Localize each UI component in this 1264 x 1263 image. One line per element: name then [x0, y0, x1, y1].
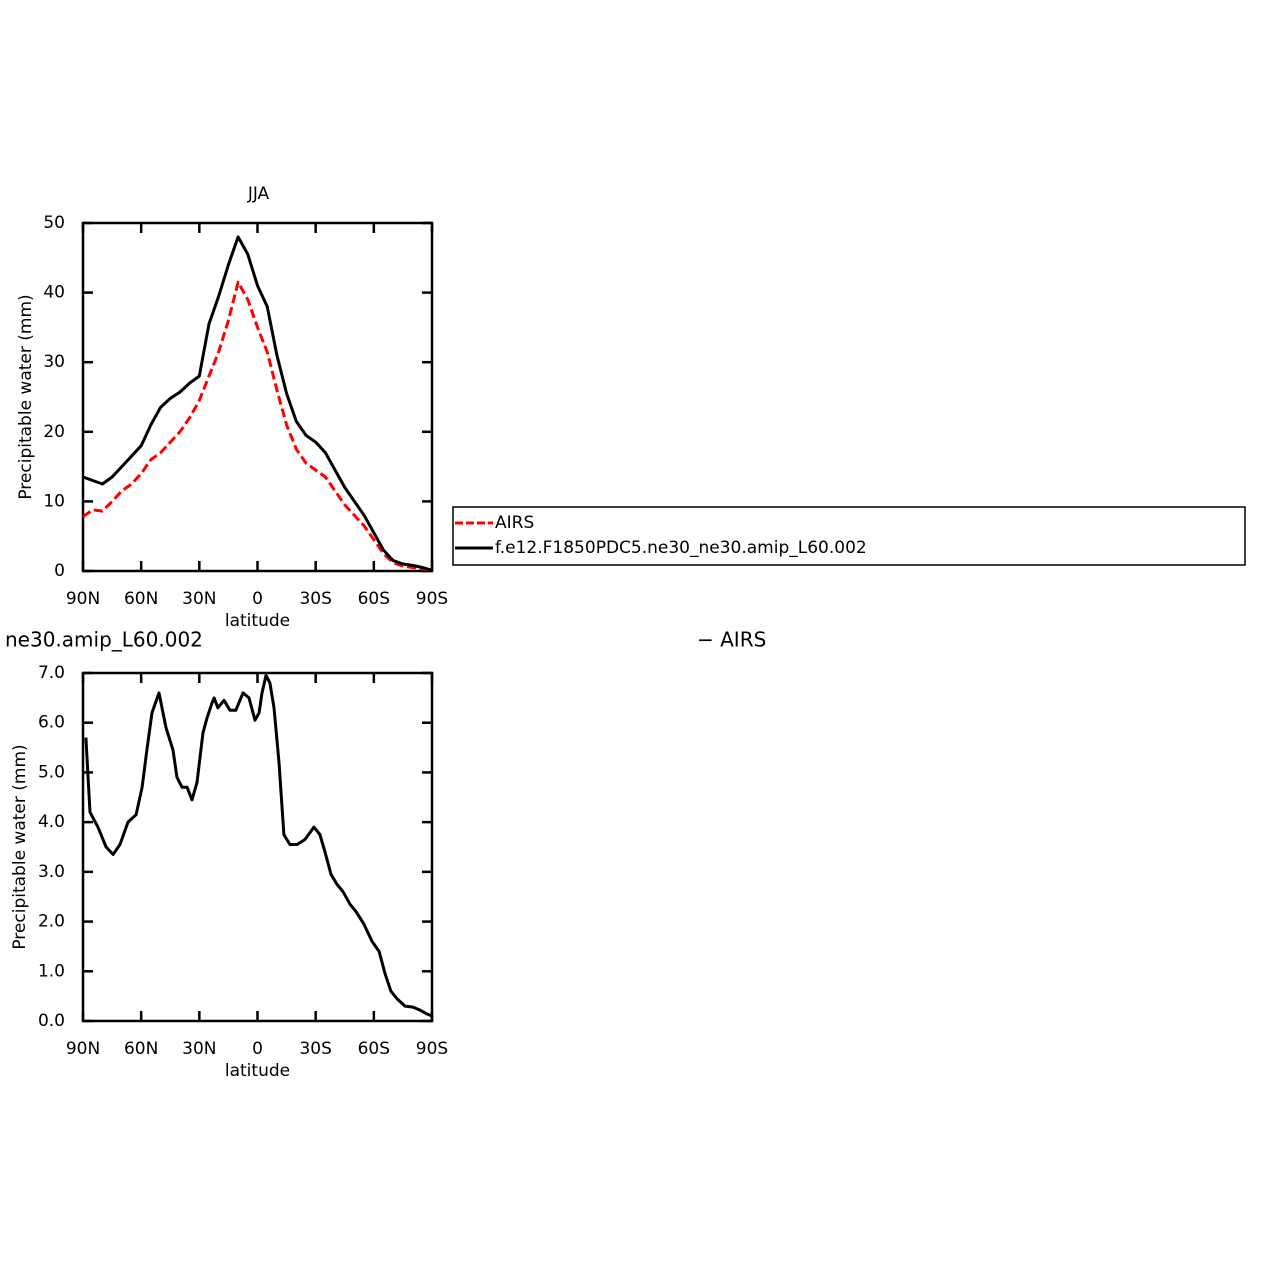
y-tick-label: 0.0	[38, 1011, 65, 1031]
x-tick-label: 90S	[416, 1039, 448, 1059]
legend-box	[452, 506, 1246, 566]
y-tick-label: 30	[43, 352, 65, 372]
x-tick-label: 30S	[299, 589, 331, 609]
data-line	[82, 235, 433, 572]
y-tick-label: 20	[43, 422, 65, 442]
x-tick-label: 0	[252, 1039, 263, 1059]
x-tick-label: 90N	[66, 1039, 100, 1059]
x-tick-label: 30N	[182, 589, 216, 609]
x-tick-label: 90N	[66, 589, 100, 609]
x-axis-label: latitude	[225, 611, 290, 631]
y-tick-label: 10	[43, 491, 65, 511]
x-tick-label: 60S	[358, 1039, 390, 1059]
y-tick-label: 40	[43, 283, 65, 303]
legend-label: AIRS	[495, 513, 534, 533]
x-tick-label: 30N	[182, 1039, 216, 1059]
y-tick-label: 3.0	[38, 862, 65, 882]
plot-frame	[81, 671, 434, 1023]
y-tick-label: 4.0	[38, 812, 65, 832]
chart-subtitle: − AIRS	[697, 628, 766, 652]
y-axis-label: Precipitable water (mm)	[16, 294, 36, 499]
y-tick-label: 1.0	[38, 961, 65, 981]
y-tick-label: 5.0	[38, 762, 65, 782]
x-tick-label: 30S	[299, 1039, 331, 1059]
y-tick-label: 50	[43, 213, 65, 233]
x-tick-label: 60N	[124, 1039, 158, 1059]
chart-title: JJA	[247, 184, 270, 204]
x-tick-label: 0	[252, 589, 263, 609]
y-tick-label: 6.0	[38, 713, 65, 733]
chart-title: ne30.amip_L60.002	[5, 628, 203, 652]
x-tick-label: 60S	[358, 589, 390, 609]
data-line	[84, 674, 433, 1018]
y-tick-label: 2.0	[38, 912, 65, 932]
y-tick-label: 0	[54, 561, 65, 581]
y-tick-label: 7.0	[38, 663, 65, 683]
plot-frame	[81, 221, 434, 573]
x-tick-label: 90S	[416, 589, 448, 609]
y-axis-label: Precipitable water (mm)	[10, 744, 30, 949]
x-tick-label: 60N	[124, 589, 158, 609]
data-line	[82, 280, 433, 572]
legend-label: f.e12.F1850PDC5.ne30_ne30.amip_L60.002	[495, 538, 867, 558]
x-axis-label: latitude	[225, 1061, 290, 1081]
